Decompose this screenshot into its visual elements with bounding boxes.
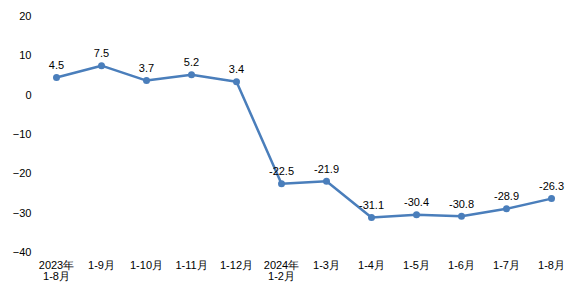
svg-text:5.2: 5.2: [184, 56, 199, 68]
svg-text:7.5: 7.5: [94, 47, 109, 59]
svg-text:1-7月: 1-7月: [493, 259, 520, 271]
svg-text:-26.3: -26.3: [539, 180, 564, 192]
svg-text:1-8月: 1-8月: [538, 259, 565, 271]
svg-text:-30.8: -30.8: [449, 198, 474, 210]
svg-text:-30.4: -30.4: [404, 196, 429, 208]
svg-text:-21.9: -21.9: [314, 163, 339, 175]
svg-text:2023年1-8月: 2023年1-8月: [39, 259, 74, 282]
svg-text:-31.1: -31.1: [359, 199, 384, 211]
svg-text:−30: −30: [13, 207, 32, 219]
svg-text:−40: −40: [13, 246, 32, 258]
svg-text:-28.9: -28.9: [494, 190, 519, 202]
svg-text:−10: −10: [13, 128, 32, 140]
svg-text:1-9月: 1-9月: [88, 259, 115, 271]
svg-text:1-4月: 1-4月: [358, 259, 385, 271]
svg-text:-22.5: -22.5: [269, 165, 294, 177]
svg-text:3.4: 3.4: [229, 63, 244, 75]
svg-text:4.5: 4.5: [49, 59, 64, 71]
svg-text:1-3月: 1-3月: [313, 259, 340, 271]
svg-text:1-6月: 1-6月: [448, 259, 475, 271]
svg-text:1-11月: 1-11月: [175, 259, 207, 271]
svg-text:1-12月: 1-12月: [220, 259, 253, 271]
svg-text:2024年1-2月: 2024年1-2月: [264, 259, 299, 282]
svg-text:10: 10: [19, 49, 31, 61]
svg-text:−20: −20: [13, 167, 32, 179]
svg-text:1-5月: 1-5月: [403, 259, 430, 271]
svg-text:3.7: 3.7: [139, 62, 154, 74]
svg-text:20: 20: [19, 10, 31, 22]
svg-text:1-10月: 1-10月: [130, 259, 163, 271]
svg-text:0: 0: [25, 89, 31, 101]
